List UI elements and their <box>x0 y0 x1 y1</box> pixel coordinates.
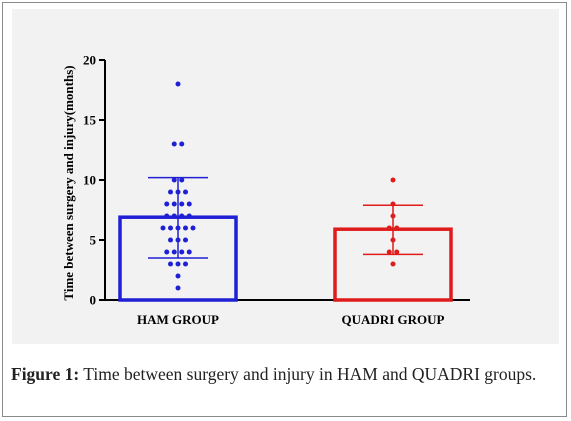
data-point <box>168 237 173 243</box>
x-category-label: HAM GROUP <box>137 312 219 327</box>
data-point <box>183 189 188 195</box>
y-tick-label: 15 <box>83 113 97 128</box>
data-point <box>160 225 166 231</box>
data-point <box>179 213 185 219</box>
y-tick-label: 5 <box>90 233 97 248</box>
data-point <box>175 273 181 279</box>
y-axis-label: Time between surgery and injury(months) <box>61 65 76 300</box>
y-tick-label: 0 <box>90 293 97 308</box>
data-point <box>186 213 192 219</box>
y-tick-label: 20 <box>83 53 96 68</box>
data-point <box>179 141 185 147</box>
data-point <box>183 237 188 243</box>
data-point <box>394 225 400 231</box>
data-point <box>183 225 188 231</box>
data-point <box>171 177 177 183</box>
data-point <box>175 261 181 267</box>
data-point <box>390 213 396 219</box>
data-point <box>175 189 181 195</box>
data-point <box>171 201 177 207</box>
data-point <box>394 249 400 255</box>
data-point <box>179 177 185 183</box>
data-point <box>164 213 170 219</box>
data-point <box>386 249 392 255</box>
data-point <box>168 225 173 231</box>
data-point <box>175 285 181 291</box>
data-point <box>190 225 196 231</box>
data-point <box>186 249 192 255</box>
data-point <box>175 81 181 87</box>
data-point <box>179 201 185 207</box>
data-point <box>386 225 392 231</box>
data-point <box>168 189 173 195</box>
data-point <box>171 141 177 147</box>
data-point <box>390 237 396 243</box>
data-point <box>168 261 173 267</box>
data-point <box>171 213 177 219</box>
data-point <box>175 225 181 231</box>
data-point <box>175 237 181 243</box>
x-category-label: QUADRI GROUP <box>342 312 445 327</box>
data-point <box>186 201 192 207</box>
data-point <box>390 201 396 207</box>
plot-panel: 0 5 10 15 20 Time between surgery and injury(… <box>12 9 559 344</box>
data-point <box>164 201 170 207</box>
data-point <box>171 249 177 255</box>
data-point <box>164 249 170 255</box>
figure-frame: 0 5 10 15 20 Time between surgery and injury(… <box>2 2 567 417</box>
caption-text: Time between surgery and injury in HAM a… <box>79 364 537 384</box>
data-point <box>390 261 396 267</box>
bar-chart: 0 5 10 15 20 Time between surgery and injury(… <box>61 53 470 327</box>
caption-label: Figure 1: <box>11 364 80 384</box>
data-point <box>179 249 185 255</box>
data-point <box>183 261 188 267</box>
data-point <box>390 177 396 183</box>
figure-caption: Figure 1: Time between surgery and injur… <box>11 361 559 387</box>
y-tick-label: 10 <box>83 173 96 188</box>
